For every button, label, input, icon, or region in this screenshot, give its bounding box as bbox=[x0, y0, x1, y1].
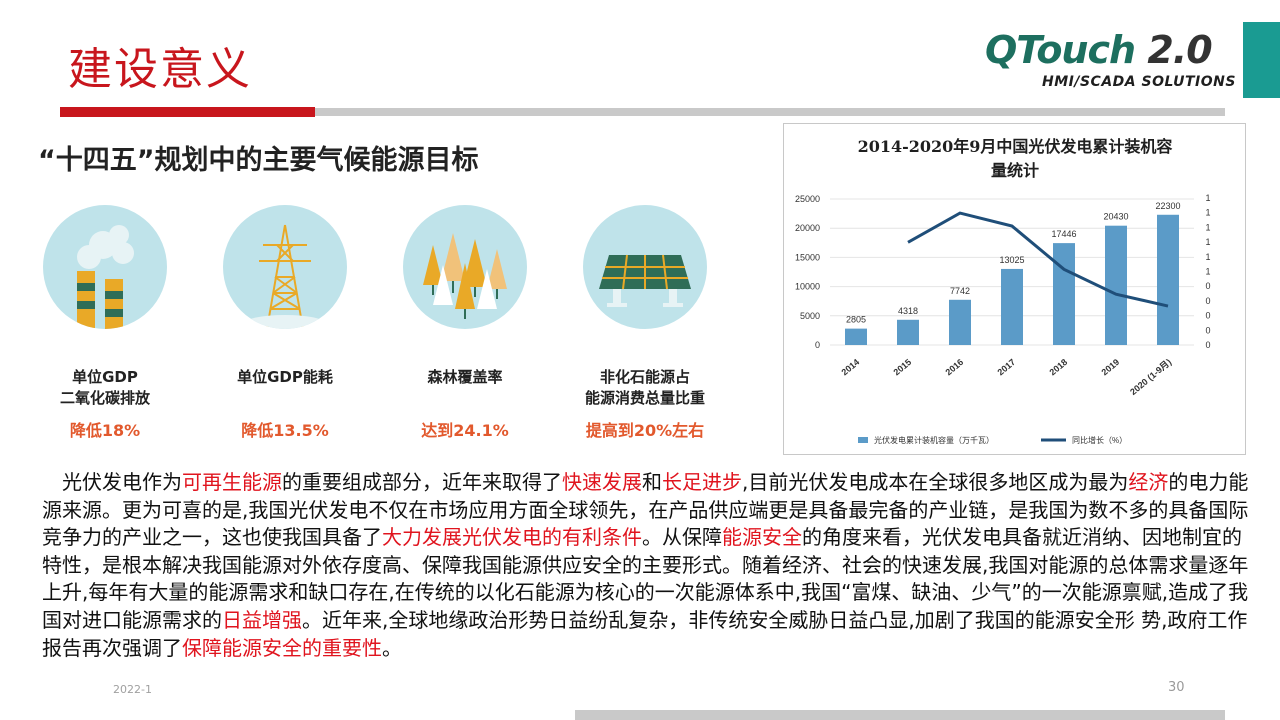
footer-date: 2022-1 bbox=[113, 683, 152, 696]
goal-target: 达到24.1% bbox=[421, 421, 509, 440]
y-tick-label: 5000 bbox=[800, 311, 820, 321]
y2-tick-label: 1 bbox=[1205, 208, 1210, 218]
bar-data-label: 2805 bbox=[846, 315, 866, 325]
x-tick-label: 2014 bbox=[840, 357, 862, 378]
page-number: 30 bbox=[1168, 680, 1185, 695]
y2-tick-label: 0 bbox=[1205, 340, 1210, 350]
y-tick-label: 15000 bbox=[795, 252, 820, 262]
x-tick-label: 2019 bbox=[1100, 357, 1122, 378]
page-title: 建设意义 bbox=[68, 44, 252, 95]
title-underline-red bbox=[60, 107, 315, 117]
chart-bar bbox=[897, 319, 919, 345]
y2-tick-label: 0 bbox=[1205, 296, 1210, 306]
chart-bar bbox=[845, 328, 867, 345]
body-paragraph: 光伏发电作为可再生能源的重要组成部分，近年来取得了快速发展和长足进步,目前光伏发… bbox=[42, 470, 1249, 660]
accent-block bbox=[1243, 22, 1280, 98]
y2-tick-label: 0 bbox=[1205, 281, 1210, 291]
y-tick-label: 10000 bbox=[795, 282, 820, 292]
y-tick-label: 25000 bbox=[795, 194, 820, 204]
footer-bar bbox=[575, 710, 1225, 720]
legend-swatch-bar bbox=[858, 437, 868, 443]
solar-panel-icon bbox=[583, 205, 707, 329]
x-tick-label: 2015 bbox=[892, 357, 914, 378]
y2-tick-label: 0 bbox=[1205, 325, 1210, 335]
chart-title: 2014-2020年9月中国光伏发电累计装机容 量统计 bbox=[857, 137, 1173, 180]
chart-bar bbox=[949, 299, 971, 345]
y2-tick-label: 0 bbox=[1205, 311, 1210, 321]
y2-tick-label: 1 bbox=[1205, 222, 1210, 232]
y2-tick-label: 1 bbox=[1205, 237, 1210, 247]
bar-data-label: 17446 bbox=[1051, 229, 1076, 239]
goal-label: 森林覆盖率 bbox=[427, 368, 503, 386]
goal-label: 单位GDP 二氧化碳排放 bbox=[59, 368, 150, 407]
goal-target: 降低13.5% bbox=[241, 421, 329, 440]
goal-target: 提高到20%左右 bbox=[585, 421, 705, 440]
bar-data-label: 20430 bbox=[1103, 212, 1128, 222]
bar-data-label: 4318 bbox=[898, 306, 918, 316]
logo: QTouch 2.0 bbox=[985, 28, 1213, 72]
bar-data-label: 13025 bbox=[999, 255, 1024, 265]
goal-label: 单位GDP能耗 bbox=[237, 368, 333, 386]
y-tick-label: 20000 bbox=[795, 223, 820, 233]
goal-label: 非化石能源占 能源消费总量比重 bbox=[584, 368, 705, 407]
logo-subtitle: HMI/SCADA SOLUTIONS bbox=[1042, 74, 1236, 90]
y-tick-label: 0 bbox=[815, 340, 820, 350]
smokestack-icon bbox=[43, 205, 167, 329]
logo-version: 2.0 bbox=[1147, 28, 1212, 72]
chart-bar bbox=[1105, 225, 1127, 345]
x-tick-label: 2020 (1-9月) bbox=[1128, 357, 1173, 397]
forest-icon bbox=[403, 205, 527, 329]
logo-name: QTouch bbox=[985, 28, 1136, 72]
goal-target: 降低18% bbox=[69, 421, 141, 440]
legend-label-line: 同比增长（%） bbox=[1072, 435, 1127, 445]
goal-card-energy: 单位GDP能耗 降低13.5% bbox=[215, 205, 355, 441]
goal-card-co2: 单位GDP 二氧化碳排放 降低18% bbox=[35, 205, 175, 441]
chart-bar bbox=[1157, 214, 1179, 345]
goal-card-forest: 森林覆盖率 达到24.1% bbox=[395, 205, 535, 441]
goal-card-nonfossil: 非化石能源占 能源消费总量比重 提高到20%左右 bbox=[575, 205, 715, 441]
chart-bar bbox=[1053, 243, 1075, 345]
y2-tick-label: 1 bbox=[1205, 267, 1210, 277]
chart-bar bbox=[1001, 268, 1023, 345]
bar-data-label: 7742 bbox=[950, 286, 970, 296]
title-underline-gray bbox=[315, 108, 1225, 116]
legend-label-bar: 光伏发电累计装机容量（万千瓦） bbox=[874, 435, 994, 445]
x-tick-label: 2017 bbox=[996, 357, 1018, 378]
growth-line bbox=[907, 211, 1169, 308]
x-tick-label: 2018 bbox=[1048, 357, 1070, 378]
goals-heading: “十四五”规划中的主要气候能源目标 bbox=[38, 145, 479, 176]
chart-plot: 0 5000 10000 15000 20000 25000 0 0 0 0 0 1 1 1 1 1 1 2805… bbox=[795, 193, 1211, 445]
x-tick-label: 2016 bbox=[944, 357, 966, 378]
y2-tick-label: 1 bbox=[1205, 193, 1210, 203]
y2-tick-label: 1 bbox=[1205, 252, 1210, 262]
power-tower-icon bbox=[223, 205, 347, 329]
bar-data-label: 22300 bbox=[1155, 201, 1180, 211]
